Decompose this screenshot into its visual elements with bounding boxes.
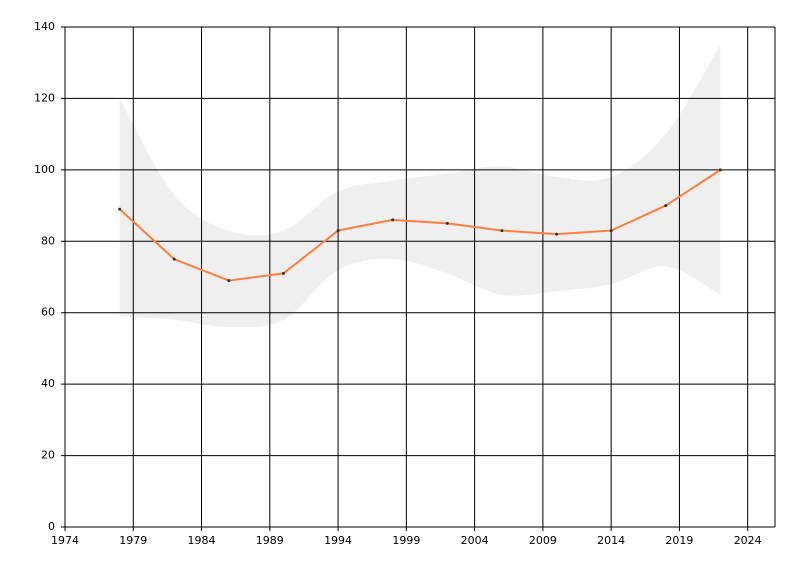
y-tick-label: 140 (34, 20, 55, 33)
x-tick-label: 2024 (734, 534, 762, 547)
data-point (500, 229, 504, 233)
x-tick-label: 1984 (188, 534, 216, 547)
y-tick-label: 100 (34, 163, 55, 176)
data-point (718, 168, 722, 172)
data-point (391, 218, 395, 222)
x-tick-label: 2004 (461, 534, 489, 547)
x-tick-label: 1999 (392, 534, 420, 547)
y-tick-label: 60 (41, 306, 55, 319)
confidence-band (119, 44, 721, 328)
x-tick-label: 2019 (665, 534, 693, 547)
x-tick-label: 2014 (597, 534, 625, 547)
data-point (445, 221, 449, 225)
data-point (336, 229, 340, 233)
data-point (664, 204, 668, 208)
y-tick-label: 80 (41, 234, 55, 247)
y-tick-label: 40 (41, 377, 55, 390)
y-tick-label: 0 (48, 520, 55, 533)
x-tick-label: 1974 (51, 534, 79, 547)
x-tick-label: 2009 (529, 534, 557, 547)
y-tick-label: 20 (41, 449, 55, 462)
data-point (172, 257, 176, 261)
y-tick-label: 120 (34, 91, 55, 104)
data-point (555, 232, 559, 236)
x-tick-label: 1989 (256, 534, 284, 547)
data-point (281, 271, 285, 275)
data-point (227, 279, 231, 283)
data-line (118, 169, 721, 282)
x-tick-label: 1994 (324, 534, 352, 547)
data-point (118, 207, 122, 211)
data-point (609, 229, 613, 233)
x-tick-label: 1979 (119, 534, 147, 547)
